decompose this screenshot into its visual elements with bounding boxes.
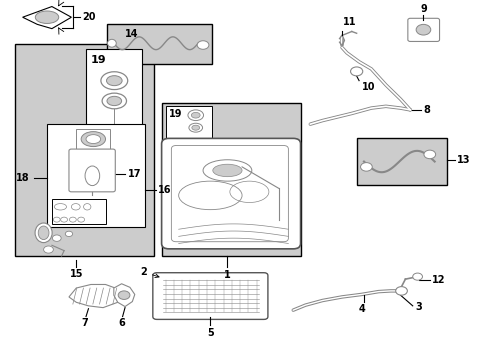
Bar <box>47 124 144 228</box>
Bar <box>52 199 105 224</box>
Text: 14: 14 <box>125 29 138 39</box>
Text: 1: 1 <box>224 270 230 279</box>
Text: 2: 2 <box>140 267 159 278</box>
Text: 9: 9 <box>419 4 426 14</box>
Text: 20: 20 <box>82 12 96 22</box>
Ellipse shape <box>107 39 116 47</box>
Polygon shape <box>114 284 135 307</box>
Circle shape <box>69 217 76 222</box>
Ellipse shape <box>187 110 203 121</box>
FancyBboxPatch shape <box>161 138 300 249</box>
Circle shape <box>395 287 407 295</box>
Text: 13: 13 <box>456 156 469 166</box>
Ellipse shape <box>191 125 199 130</box>
Circle shape <box>423 150 435 159</box>
FancyBboxPatch shape <box>69 149 115 192</box>
Bar <box>356 138 446 185</box>
Circle shape <box>43 246 53 253</box>
Bar <box>107 24 211 64</box>
Text: 11: 11 <box>342 17 355 27</box>
Ellipse shape <box>65 231 73 237</box>
Text: 19: 19 <box>91 55 106 65</box>
Bar <box>165 106 211 138</box>
Bar <box>161 103 300 256</box>
Text: 10: 10 <box>361 82 374 92</box>
Text: 5: 5 <box>206 328 213 338</box>
Text: 17: 17 <box>127 169 141 179</box>
Ellipse shape <box>35 223 52 243</box>
Circle shape <box>412 273 422 280</box>
Polygon shape <box>22 6 71 29</box>
Bar <box>86 49 142 145</box>
Circle shape <box>61 217 67 222</box>
Text: 7: 7 <box>81 318 88 328</box>
Ellipse shape <box>38 226 49 240</box>
Ellipse shape <box>107 96 122 105</box>
Ellipse shape <box>212 164 242 177</box>
Ellipse shape <box>71 204 80 210</box>
Text: 16: 16 <box>158 185 171 195</box>
Text: 8: 8 <box>422 105 429 115</box>
Polygon shape <box>69 284 120 308</box>
Ellipse shape <box>54 204 66 210</box>
Ellipse shape <box>83 204 91 210</box>
Ellipse shape <box>102 93 126 109</box>
Bar <box>76 130 110 149</box>
Ellipse shape <box>101 72 127 90</box>
Text: 6: 6 <box>118 318 125 328</box>
Ellipse shape <box>81 132 105 147</box>
Text: 15: 15 <box>69 269 83 279</box>
Text: 3: 3 <box>414 302 421 312</box>
Circle shape <box>78 217 84 222</box>
Ellipse shape <box>106 76 122 86</box>
Ellipse shape <box>191 112 200 118</box>
Ellipse shape <box>415 24 430 35</box>
FancyBboxPatch shape <box>153 273 267 319</box>
Ellipse shape <box>35 11 59 23</box>
Circle shape <box>360 163 371 171</box>
Ellipse shape <box>86 135 101 144</box>
Circle shape <box>53 217 60 222</box>
Ellipse shape <box>350 67 362 76</box>
Ellipse shape <box>85 166 100 186</box>
Text: 12: 12 <box>431 275 445 285</box>
Bar <box>15 44 154 256</box>
Text: 18: 18 <box>16 172 30 183</box>
Ellipse shape <box>188 123 202 132</box>
Circle shape <box>118 291 130 300</box>
Ellipse shape <box>52 235 61 241</box>
Text: 19: 19 <box>168 109 182 119</box>
FancyBboxPatch shape <box>407 18 439 41</box>
Circle shape <box>197 41 208 49</box>
Text: 4: 4 <box>357 304 364 314</box>
